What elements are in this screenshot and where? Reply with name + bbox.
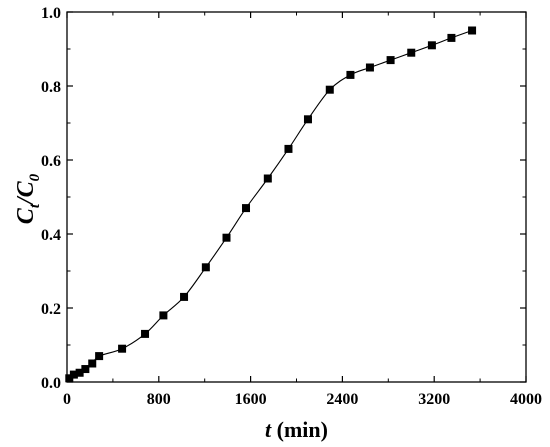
y-tick-label: 1.0 — [41, 5, 61, 22]
y-axis-title-sub1: t — [27, 203, 43, 208]
data-point — [303, 115, 312, 124]
x-tick-label: 800 — [147, 391, 171, 408]
data-point — [75, 368, 84, 377]
data-point — [284, 144, 293, 153]
x-axis-title-unit: (min) — [271, 417, 328, 442]
y-axis-title-main: C — [13, 207, 39, 224]
x-tick-label: 2400 — [326, 391, 358, 408]
y-axis-title-sub2: 0 — [27, 173, 43, 181]
data-point — [263, 174, 272, 183]
x-tick-label: 3200 — [418, 391, 450, 408]
y-tick-label: 0.2 — [41, 301, 61, 318]
data-point — [468, 26, 477, 35]
plot-area — [65, 11, 527, 383]
series-line — [68, 29, 473, 379]
data-point — [242, 204, 251, 213]
x-axis-ticks: 0 800 1600 2400 3200 4000 — [63, 12, 542, 408]
data-point — [81, 365, 90, 374]
y-tick-label: 0.4 — [41, 227, 61, 244]
data-point — [365, 63, 374, 72]
x-tick-label: 1600 — [235, 391, 267, 408]
x-tick-label: 0 — [63, 391, 71, 408]
data-point — [141, 329, 150, 338]
data-point — [88, 359, 97, 368]
x-axis-title: t (min) — [265, 417, 328, 442]
data-point — [407, 48, 416, 57]
x-axis-title-var: t — [265, 417, 272, 442]
data-point — [222, 233, 231, 242]
y-tick-label: 0.0 — [41, 375, 61, 392]
data-point — [447, 33, 456, 42]
y-axis-title-mid: /C — [13, 180, 39, 206]
x-tick-label: 4000 — [510, 391, 542, 408]
data-point — [386, 56, 395, 65]
data-point — [95, 352, 104, 361]
y-tick-label: 0.6 — [41, 153, 61, 170]
data-point — [159, 311, 168, 320]
data-point — [201, 263, 210, 272]
data-point — [180, 292, 189, 301]
data-point — [118, 344, 127, 353]
y-tick-label: 0.8 — [41, 79, 61, 96]
data-point — [427, 41, 436, 50]
data-point — [346, 70, 355, 79]
data-point — [325, 85, 334, 94]
data-point — [65, 374, 74, 383]
data-point — [69, 370, 78, 379]
plot-frame — [66, 11, 527, 383]
y-axis-title: Ct/C0 — [13, 173, 43, 224]
y-axis-ticks: 0.0 0.2 0.4 0.6 0.8 1.0 — [41, 5, 526, 392]
